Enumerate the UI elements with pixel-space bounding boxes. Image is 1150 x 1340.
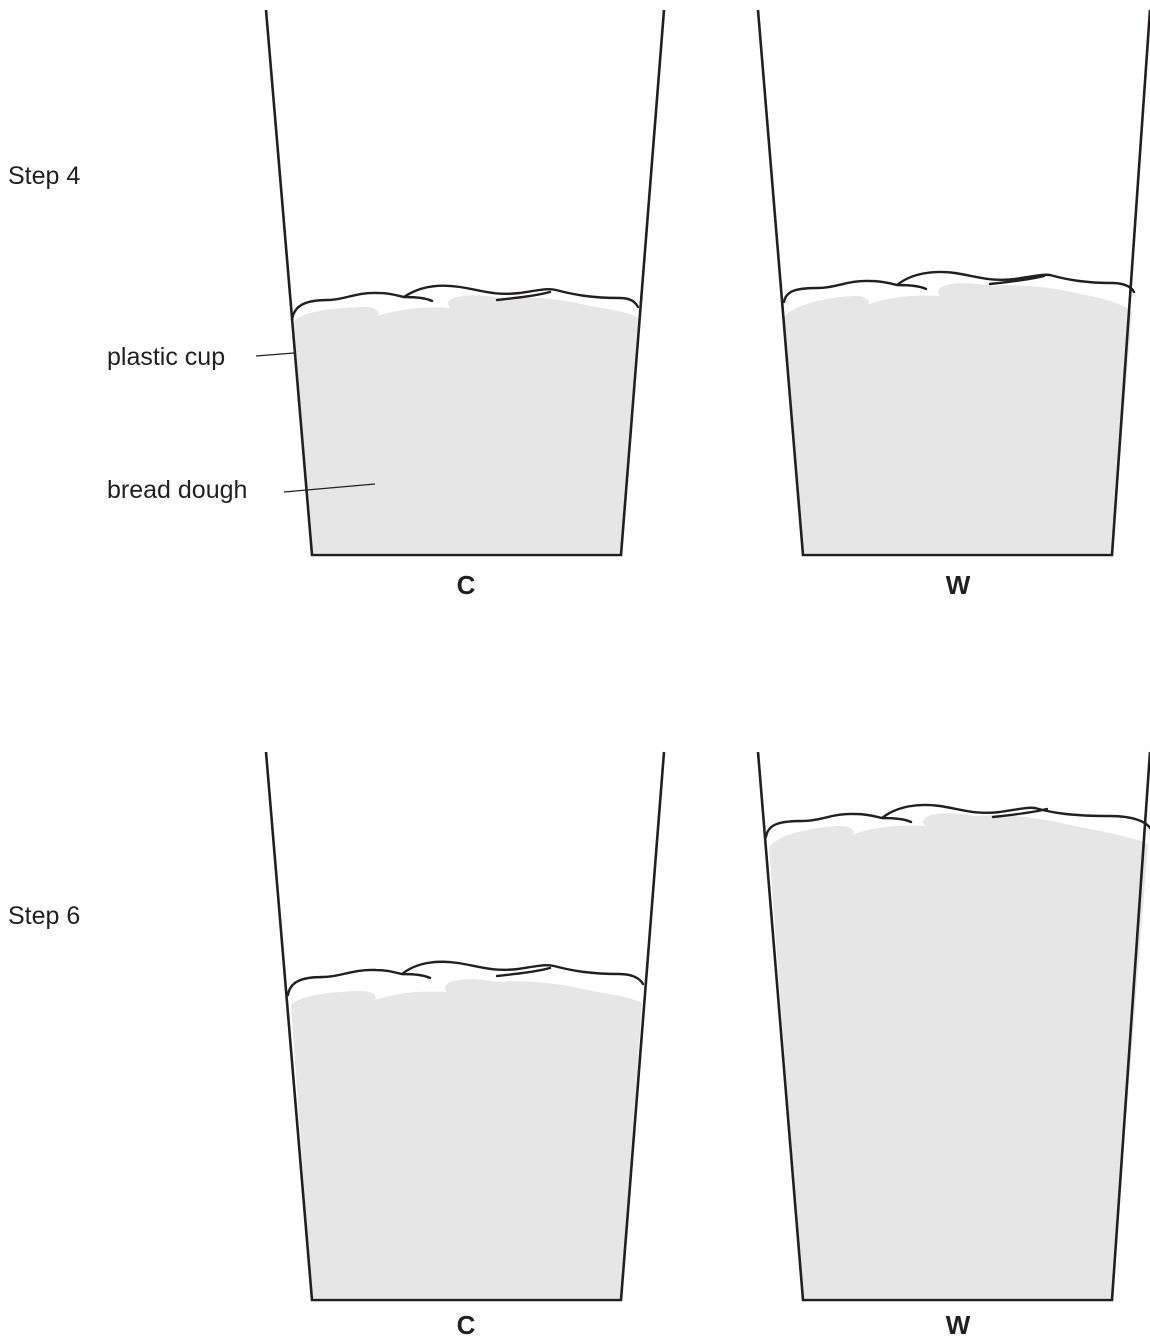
dough-crust-fold — [991, 807, 1049, 819]
dough-fill — [291, 979, 642, 1298]
bread-dough-label: bread dough — [107, 476, 247, 504]
bread-dough-leader — [283, 483, 376, 493]
dough-fill — [294, 295, 638, 553]
dough-crust-fold — [988, 274, 1046, 286]
cup-w-step-4-label: W — [946, 570, 971, 600]
dough-crust-fold — [400, 972, 432, 980]
dough-crust-fold — [402, 295, 434, 303]
plastic-cup-label: plastic cup — [107, 343, 225, 371]
dough-crust-fold — [495, 290, 552, 302]
dough-crust — [764, 803, 1150, 839]
cup-c-step-6 — [264, 751, 666, 1302]
dough-crust-fold — [880, 816, 913, 824]
dough-crust-fold — [895, 283, 928, 291]
step-4-label: Step 4 — [8, 162, 80, 190]
cup-outline — [264, 9, 666, 557]
cup-w-step-4 — [756, 9, 1150, 557]
dough-crust — [290, 284, 640, 322]
step-6-group: Step 6 C W — [8, 751, 1150, 1340]
dough-fill — [784, 283, 1132, 553]
dough-fill — [769, 813, 1148, 1298]
cup-w-step-6 — [756, 751, 1150, 1302]
dough-crust-fold — [495, 966, 552, 978]
dough-crust — [286, 960, 645, 997]
cup-c-step-4-label: C — [457, 570, 476, 600]
dough-crust — [782, 270, 1136, 304]
step-6-label: Step 6 — [8, 902, 80, 930]
plastic-cup-leader — [255, 352, 295, 357]
cup-c-step-6-label: C — [457, 1310, 476, 1340]
cup-outline — [264, 751, 666, 1302]
cup-w-step-6-label: W — [946, 1310, 971, 1340]
cup-c-step-4 — [264, 9, 666, 557]
cup-outline — [756, 9, 1150, 557]
cup-outline — [756, 751, 1150, 1302]
step-4-group: Step 4 C W plastic cup bread dough — [8, 9, 1150, 600]
